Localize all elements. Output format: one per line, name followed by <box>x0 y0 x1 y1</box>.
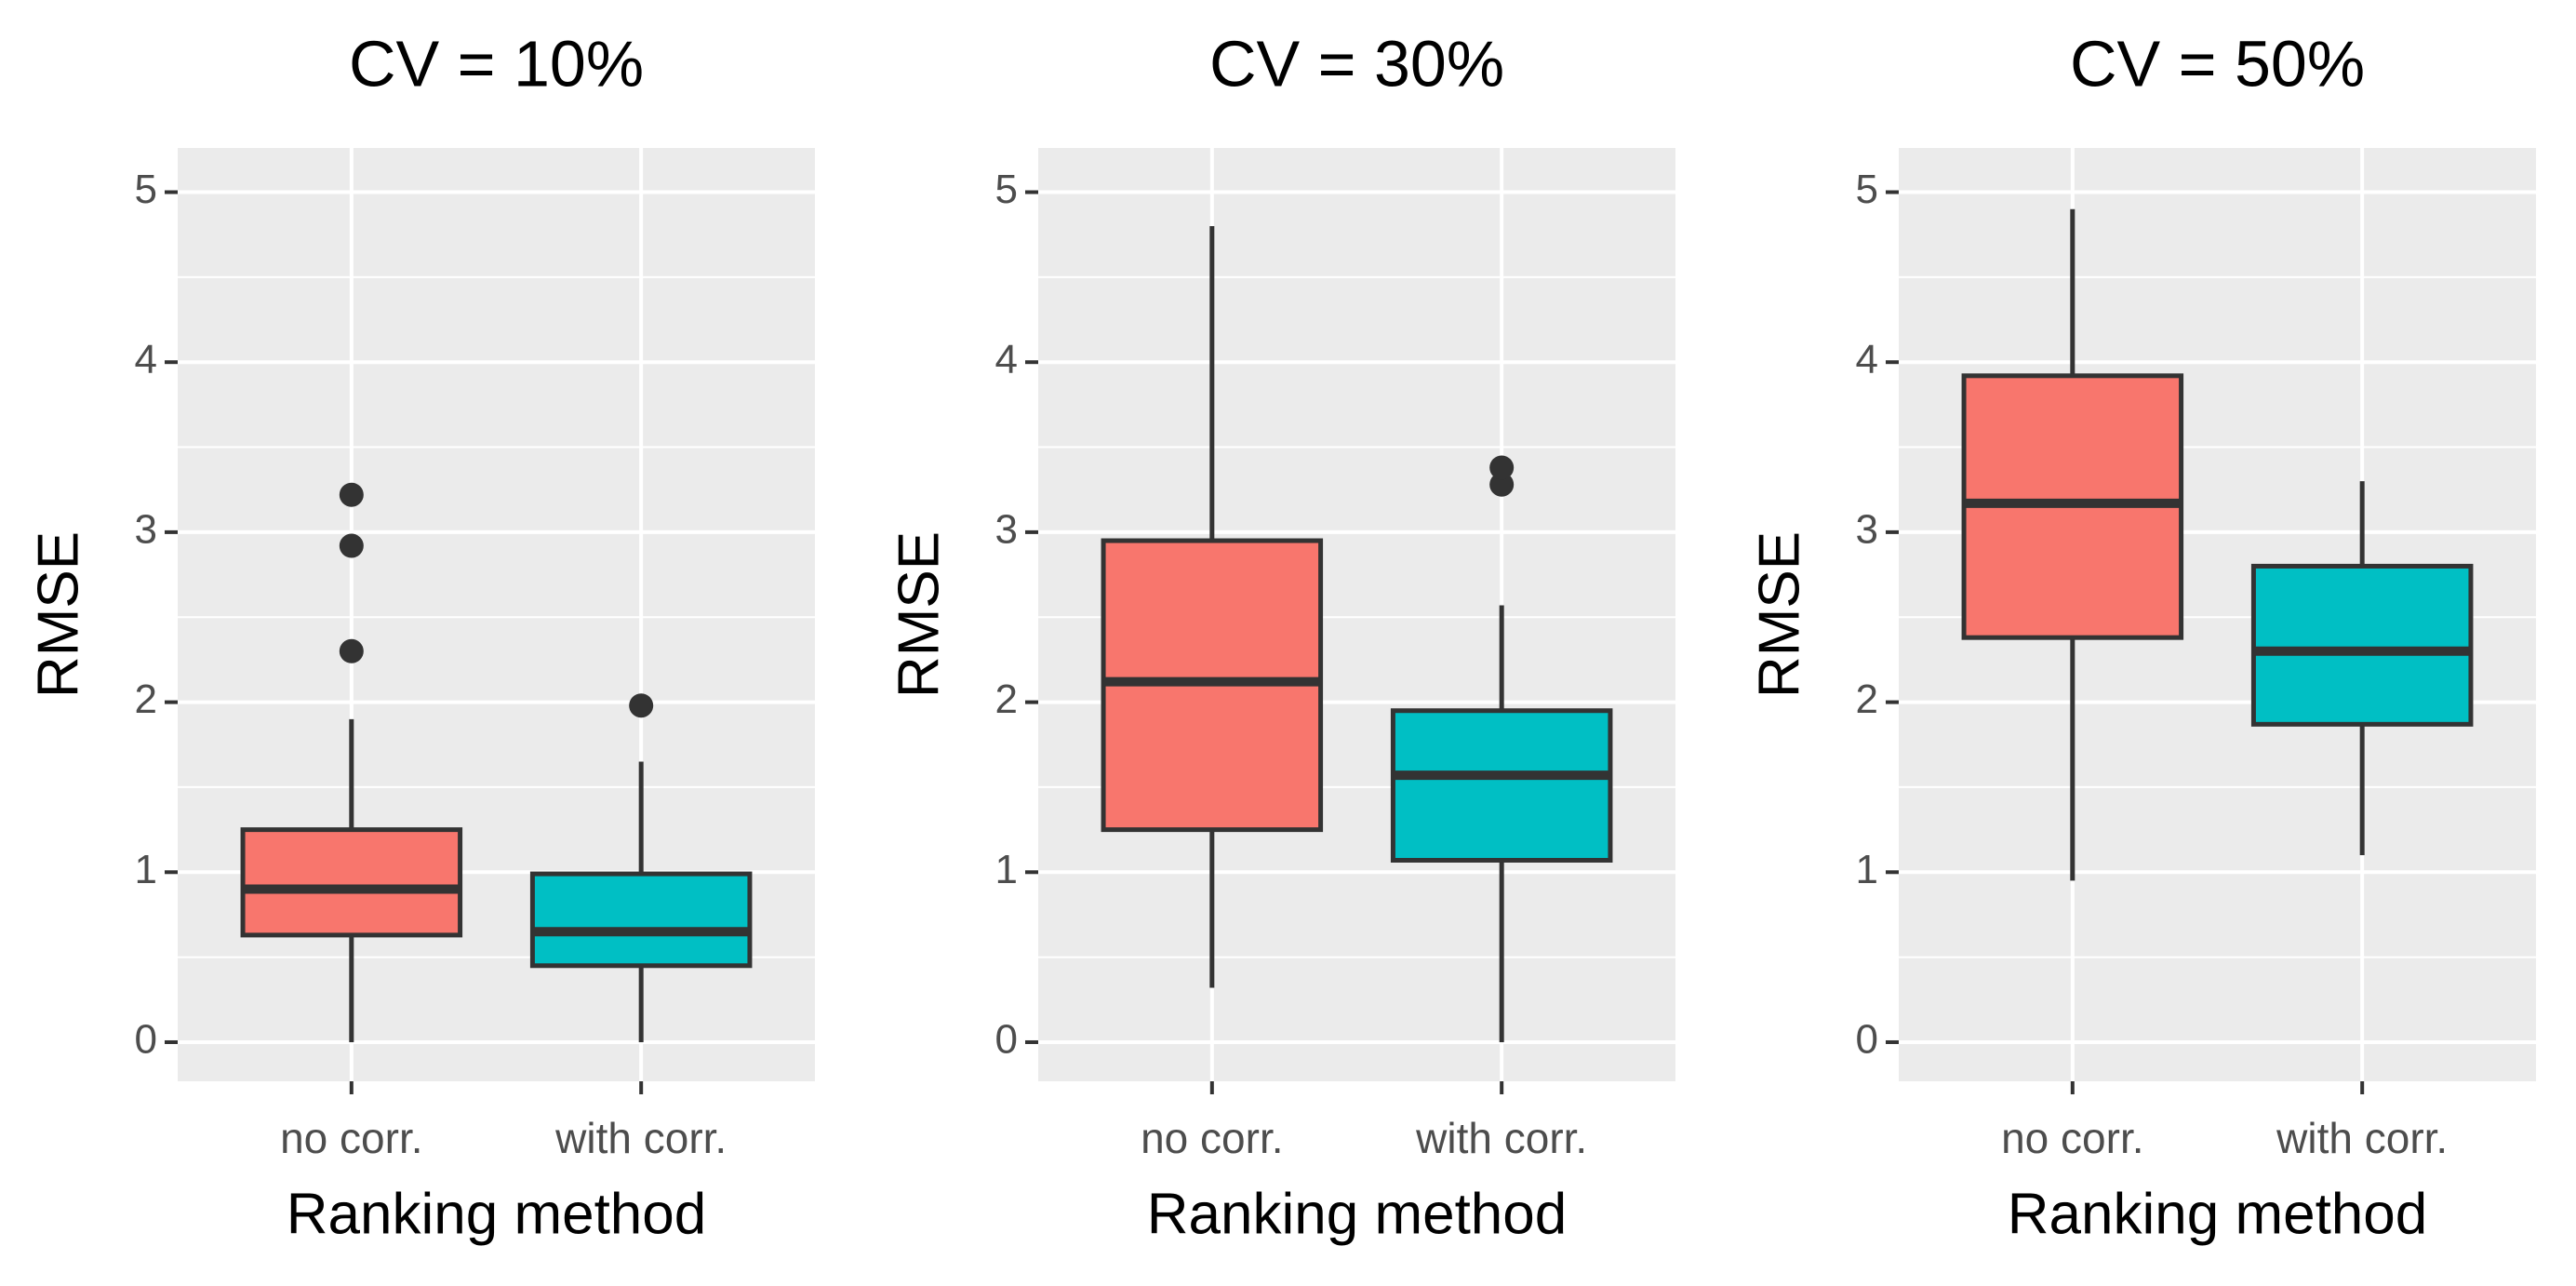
y-axis-title: RMSE <box>887 531 951 698</box>
y-tick-label: 2 <box>995 676 1018 722</box>
y-tick-label: 4 <box>135 337 157 382</box>
outlier <box>339 482 364 507</box>
x-tick-label: with corr. <box>554 1114 727 1162</box>
y-tick-label: 5 <box>995 167 1018 212</box>
y-tick-label: 4 <box>995 337 1018 382</box>
y-axis-title: RMSE <box>26 531 90 698</box>
outlier <box>339 638 364 663</box>
box <box>529 871 753 969</box>
y-tick-label: 1 <box>995 847 1018 892</box>
x-axis-title: Ranking method <box>1147 1182 1568 1246</box>
y-tick-label: 2 <box>135 676 157 722</box>
y-tick-label: 3 <box>135 507 157 553</box>
y-tick-label: 5 <box>1856 167 1878 212</box>
outlier <box>1489 455 1515 480</box>
y-tick-label: 1 <box>1856 847 1878 892</box>
y-tick-label: 3 <box>1856 507 1878 553</box>
x-tick-label: no corr. <box>2001 1114 2143 1162</box>
y-tick-label: 0 <box>135 1017 157 1063</box>
chart-title: CV = 50% <box>2070 27 2365 100</box>
y-tick-label: 1 <box>135 847 157 892</box>
y-tick-label: 0 <box>995 1017 1018 1063</box>
y-axis-title: RMSE <box>1747 531 1811 698</box>
x-tick-label: with corr. <box>2276 1114 2448 1162</box>
y-tick-label: 2 <box>1856 676 1878 722</box>
outlier <box>339 533 364 558</box>
x-tick-label: no corr. <box>280 1114 422 1162</box>
y-tick-label: 5 <box>135 167 157 212</box>
x-axis-title: Ranking method <box>287 1182 707 1246</box>
y-tick-label: 0 <box>1856 1017 1878 1063</box>
x-tick-label: no corr. <box>1141 1114 1283 1162</box>
box <box>240 827 463 938</box>
chart-title: CV = 30% <box>1209 27 1504 100</box>
chart-title: CV = 10% <box>349 27 644 100</box>
outlier <box>1489 472 1515 497</box>
y-tick-label: 3 <box>995 507 1018 553</box>
box <box>2250 563 2474 727</box>
box <box>1390 708 1613 863</box>
x-axis-title: Ranking method <box>2008 1182 2428 1246</box>
outlier <box>629 693 654 718</box>
x-tick-label: with corr. <box>1415 1114 1587 1162</box>
y-tick-label: 4 <box>1856 337 1878 382</box>
